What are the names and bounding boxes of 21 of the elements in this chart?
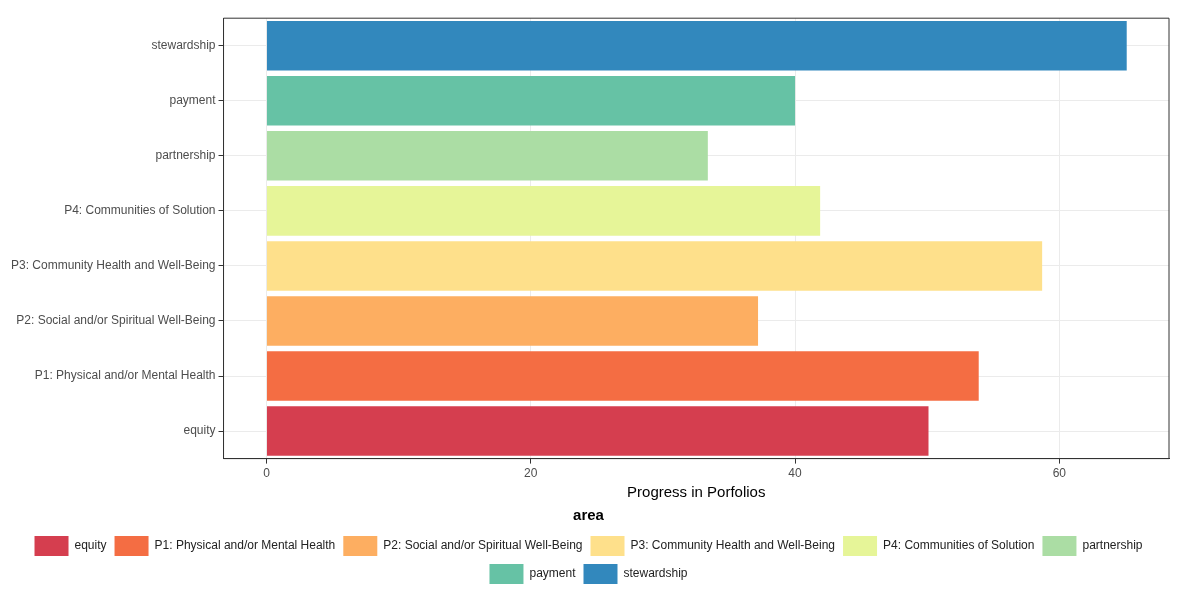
y-tick-label: P1: Physical and/or Mental Health <box>34 368 216 383</box>
legend-title: area <box>573 505 605 523</box>
legend-label: stewardship <box>623 566 688 581</box>
y-tick-label: equity <box>183 423 216 438</box>
x-tick-label: 20 <box>524 466 538 481</box>
y-tick-label: payment <box>169 93 217 108</box>
x-axis-title: Progress in Porfolios <box>627 483 766 501</box>
x-tick-label: 60 <box>1052 466 1067 481</box>
legend-label: partnership <box>1082 538 1143 553</box>
y-tick-label: P3: Community Health and Well-Being <box>10 258 216 273</box>
x-tick-label: 0 <box>263 466 271 481</box>
legend-label: P3: Community Health and Well-Being <box>630 538 836 553</box>
y-tick-label: P2: Social and/or Spiritual Well-Being <box>16 313 216 328</box>
legend-label: P2: Social and/or Spiritual Well-Being <box>383 538 583 553</box>
y-tick-label: stewardship <box>151 38 216 53</box>
y-tick-label: P4: Communities of Solution <box>64 203 216 218</box>
x-tick-label: 40 <box>788 466 803 481</box>
legend-label: P4: Communities of Solution <box>883 538 1035 553</box>
y-tick-label: partnership <box>155 148 216 163</box>
legend-label: equity <box>74 538 107 553</box>
legend-label: payment <box>529 566 577 581</box>
